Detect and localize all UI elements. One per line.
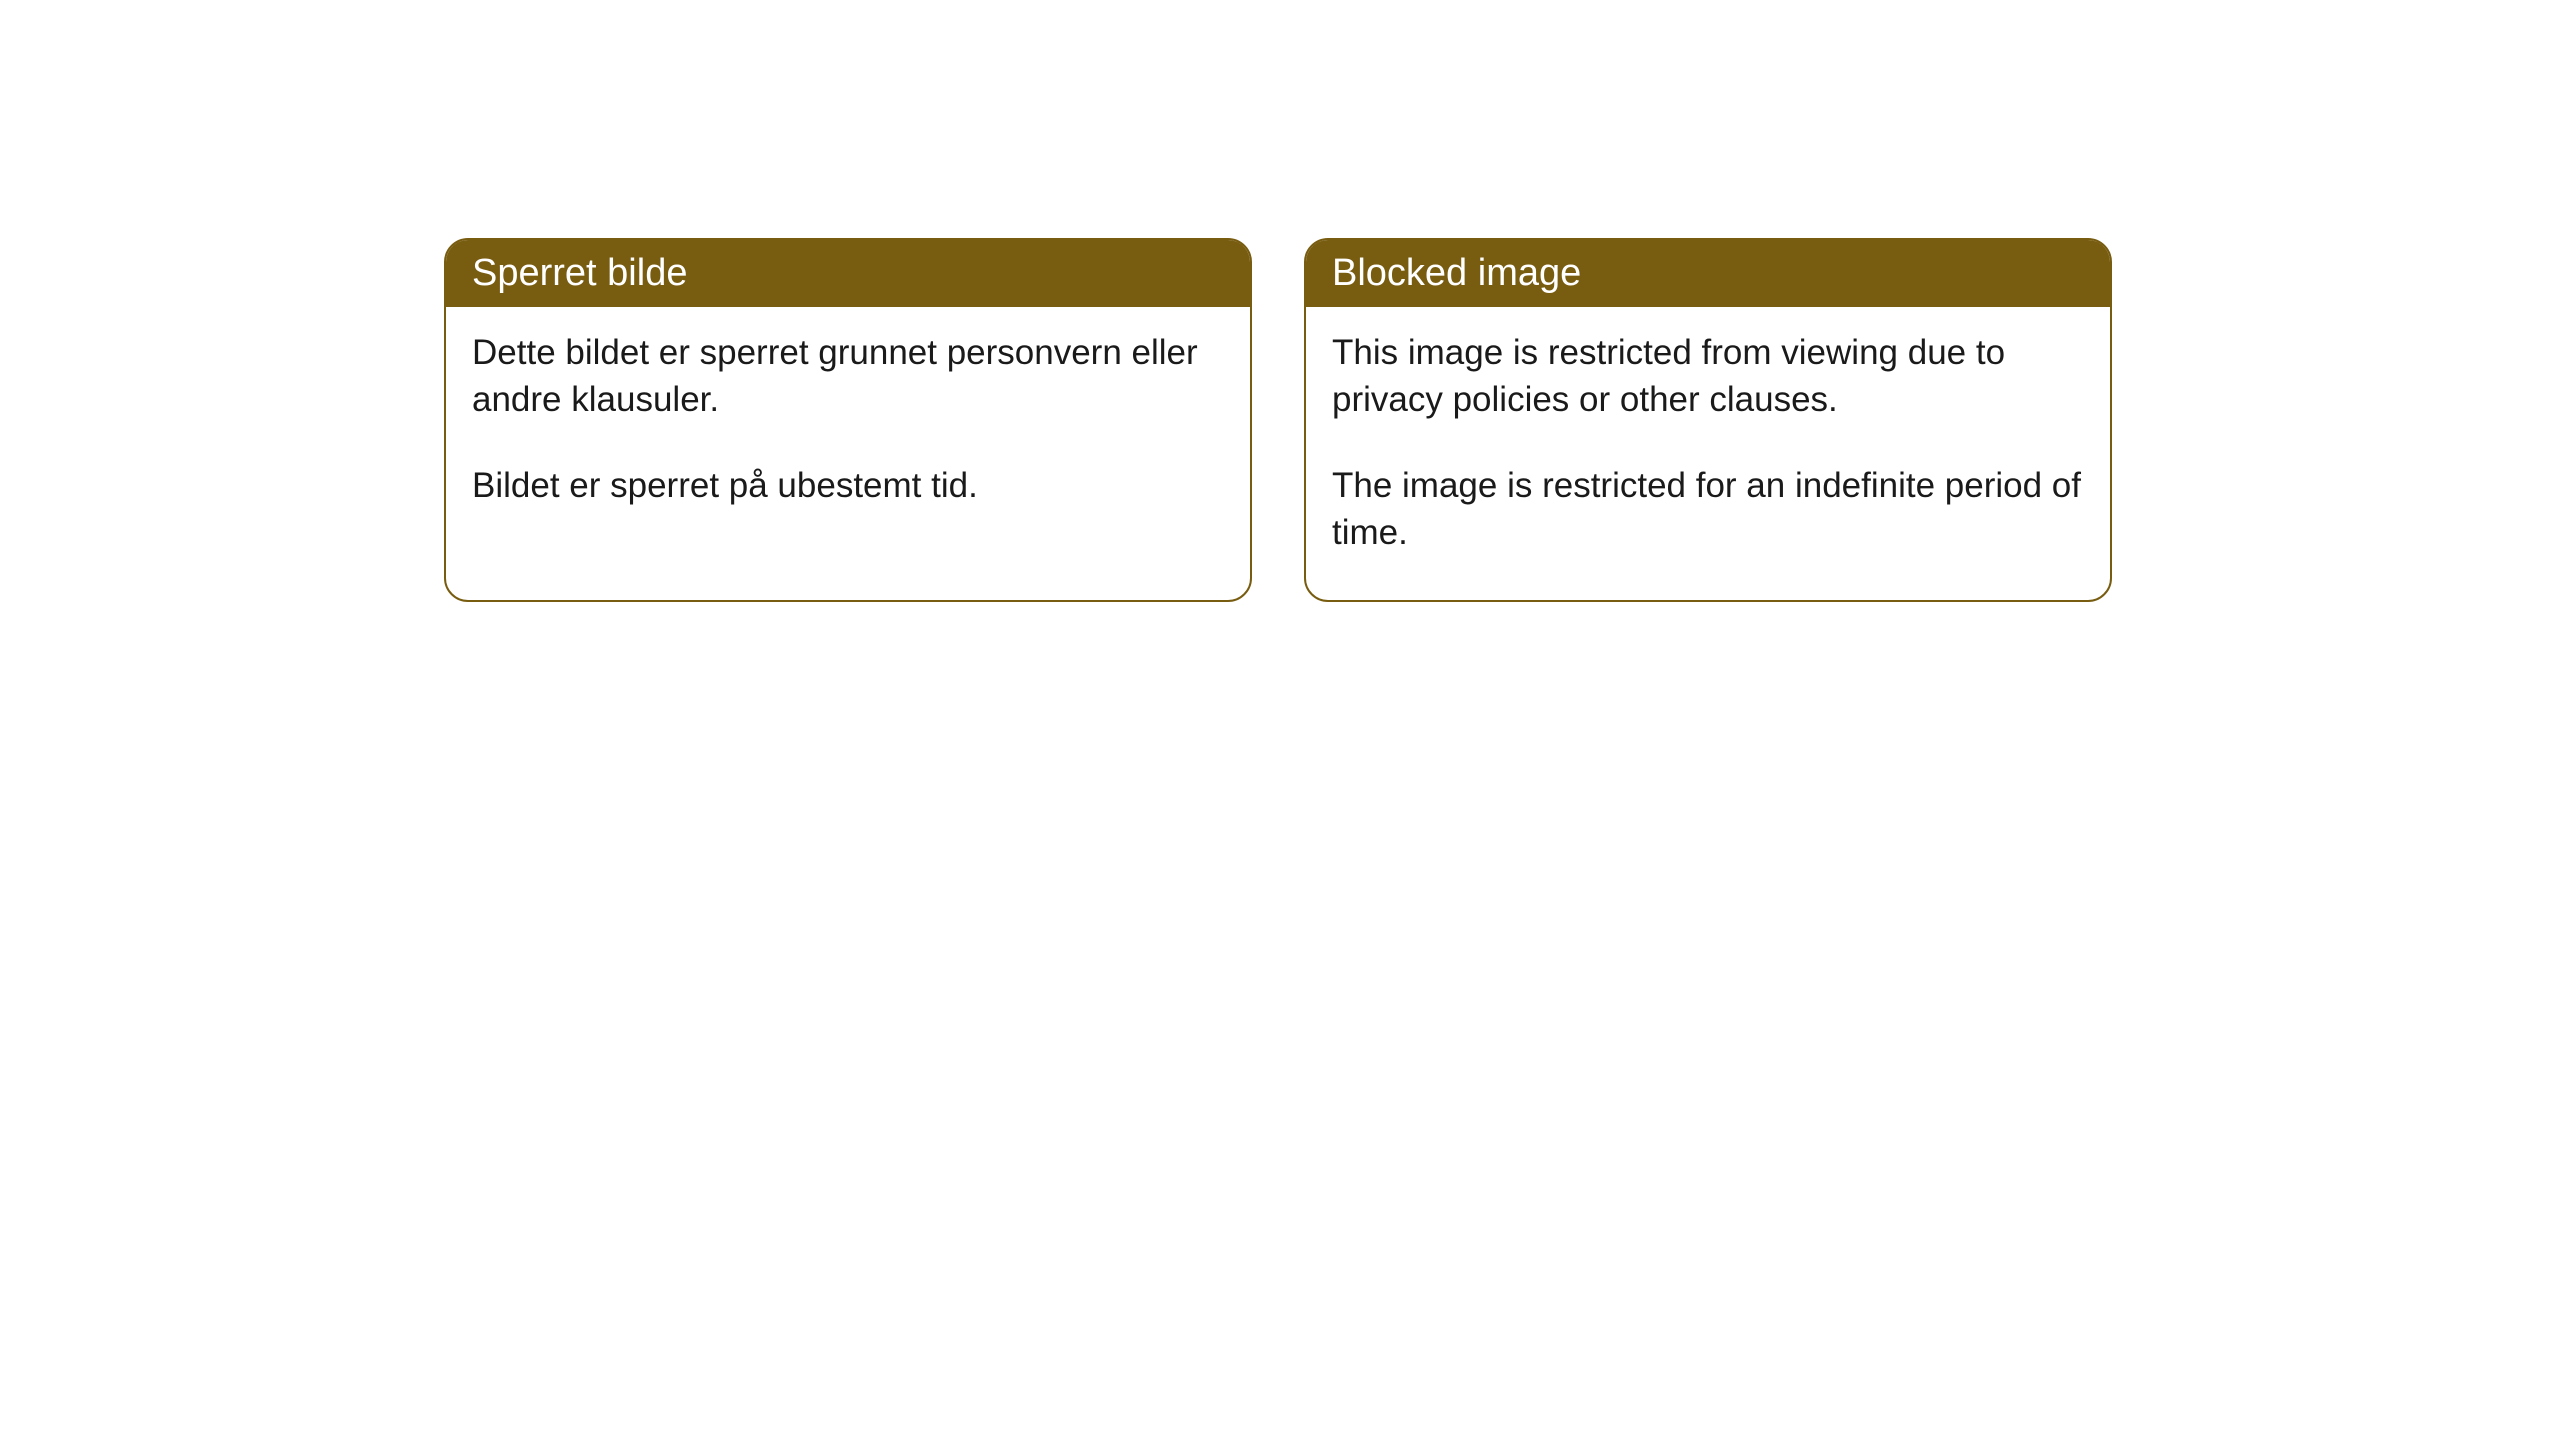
card-header: Blocked image xyxy=(1306,240,2110,307)
blocked-image-card-english: Blocked image This image is restricted f… xyxy=(1304,238,2112,602)
card-header: Sperret bilde xyxy=(446,240,1250,307)
card-paragraph: This image is restricted from viewing du… xyxy=(1332,329,2084,424)
card-paragraph: Dette bildet er sperret grunnet personve… xyxy=(472,329,1224,424)
card-body: This image is restricted from viewing du… xyxy=(1306,307,2110,600)
card-body: Dette bildet er sperret grunnet personve… xyxy=(446,307,1250,553)
blocked-image-card-norwegian: Sperret bilde Dette bildet er sperret gr… xyxy=(444,238,1252,602)
notice-cards-container: Sperret bilde Dette bildet er sperret gr… xyxy=(444,238,2560,602)
card-paragraph: Bildet er sperret på ubestemt tid. xyxy=(472,462,1224,509)
card-paragraph: The image is restricted for an indefinit… xyxy=(1332,462,2084,557)
